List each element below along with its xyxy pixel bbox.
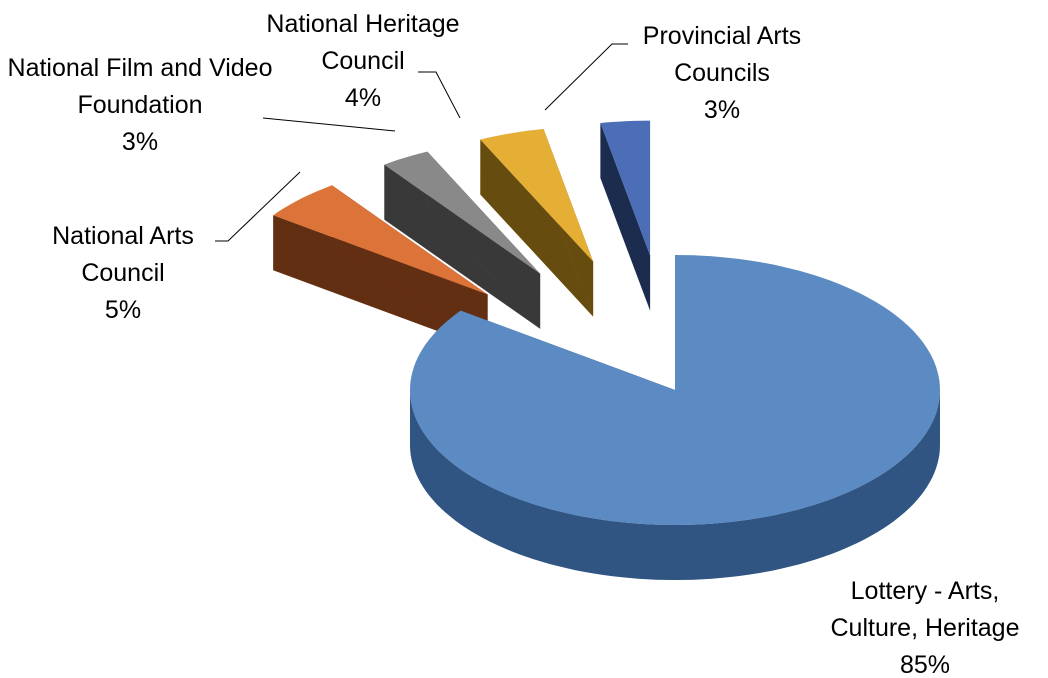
- leader-line: [215, 171, 301, 242]
- slice-shade: [273, 215, 488, 350]
- slice: [384, 151, 541, 274]
- slice-gloss: [480, 129, 594, 262]
- category-label: National Arts Council: [52, 222, 194, 287]
- data-label: Provincial Arts Councils 3%: [612, 18, 832, 129]
- slice-gloss: [600, 120, 651, 256]
- value-label: 3%: [703, 96, 741, 124]
- slice-shade: [480, 139, 594, 317]
- slice-gloss: [273, 185, 488, 295]
- slice: [600, 120, 651, 256]
- slice-wall: [410, 390, 940, 580]
- slice: [410, 255, 940, 525]
- value-label: 4%: [344, 84, 382, 112]
- category-label: National Film and Video Foundation: [7, 54, 273, 119]
- slice: [273, 185, 488, 295]
- slice-shade: [384, 164, 541, 329]
- data-label: National Arts Council 5%: [23, 218, 223, 329]
- leader-line: [544, 43, 628, 111]
- category-label: Provincial Arts Councils: [642, 22, 802, 87]
- leader-line: [418, 71, 461, 119]
- value-label: 3%: [121, 128, 159, 156]
- slice-gloss: [410, 255, 940, 525]
- slice-shade: [600, 123, 651, 311]
- data-label: National Film and Video Foundation 3%: [5, 50, 275, 161]
- category-label: National Heritage Council: [266, 10, 460, 75]
- data-label: Lottery - Arts, Culture, Heritage 85%: [810, 573, 1040, 678]
- value-label: 85%: [899, 651, 951, 678]
- slice: [480, 129, 594, 262]
- data-label: National Heritage Council 4%: [243, 6, 483, 117]
- category-label: Lottery - Arts, Culture, Heritage: [830, 577, 1020, 642]
- slice-gloss: [384, 151, 541, 274]
- leader-line: [262, 117, 396, 132]
- value-label: 5%: [104, 296, 142, 324]
- slice-wall-shade: [410, 390, 940, 580]
